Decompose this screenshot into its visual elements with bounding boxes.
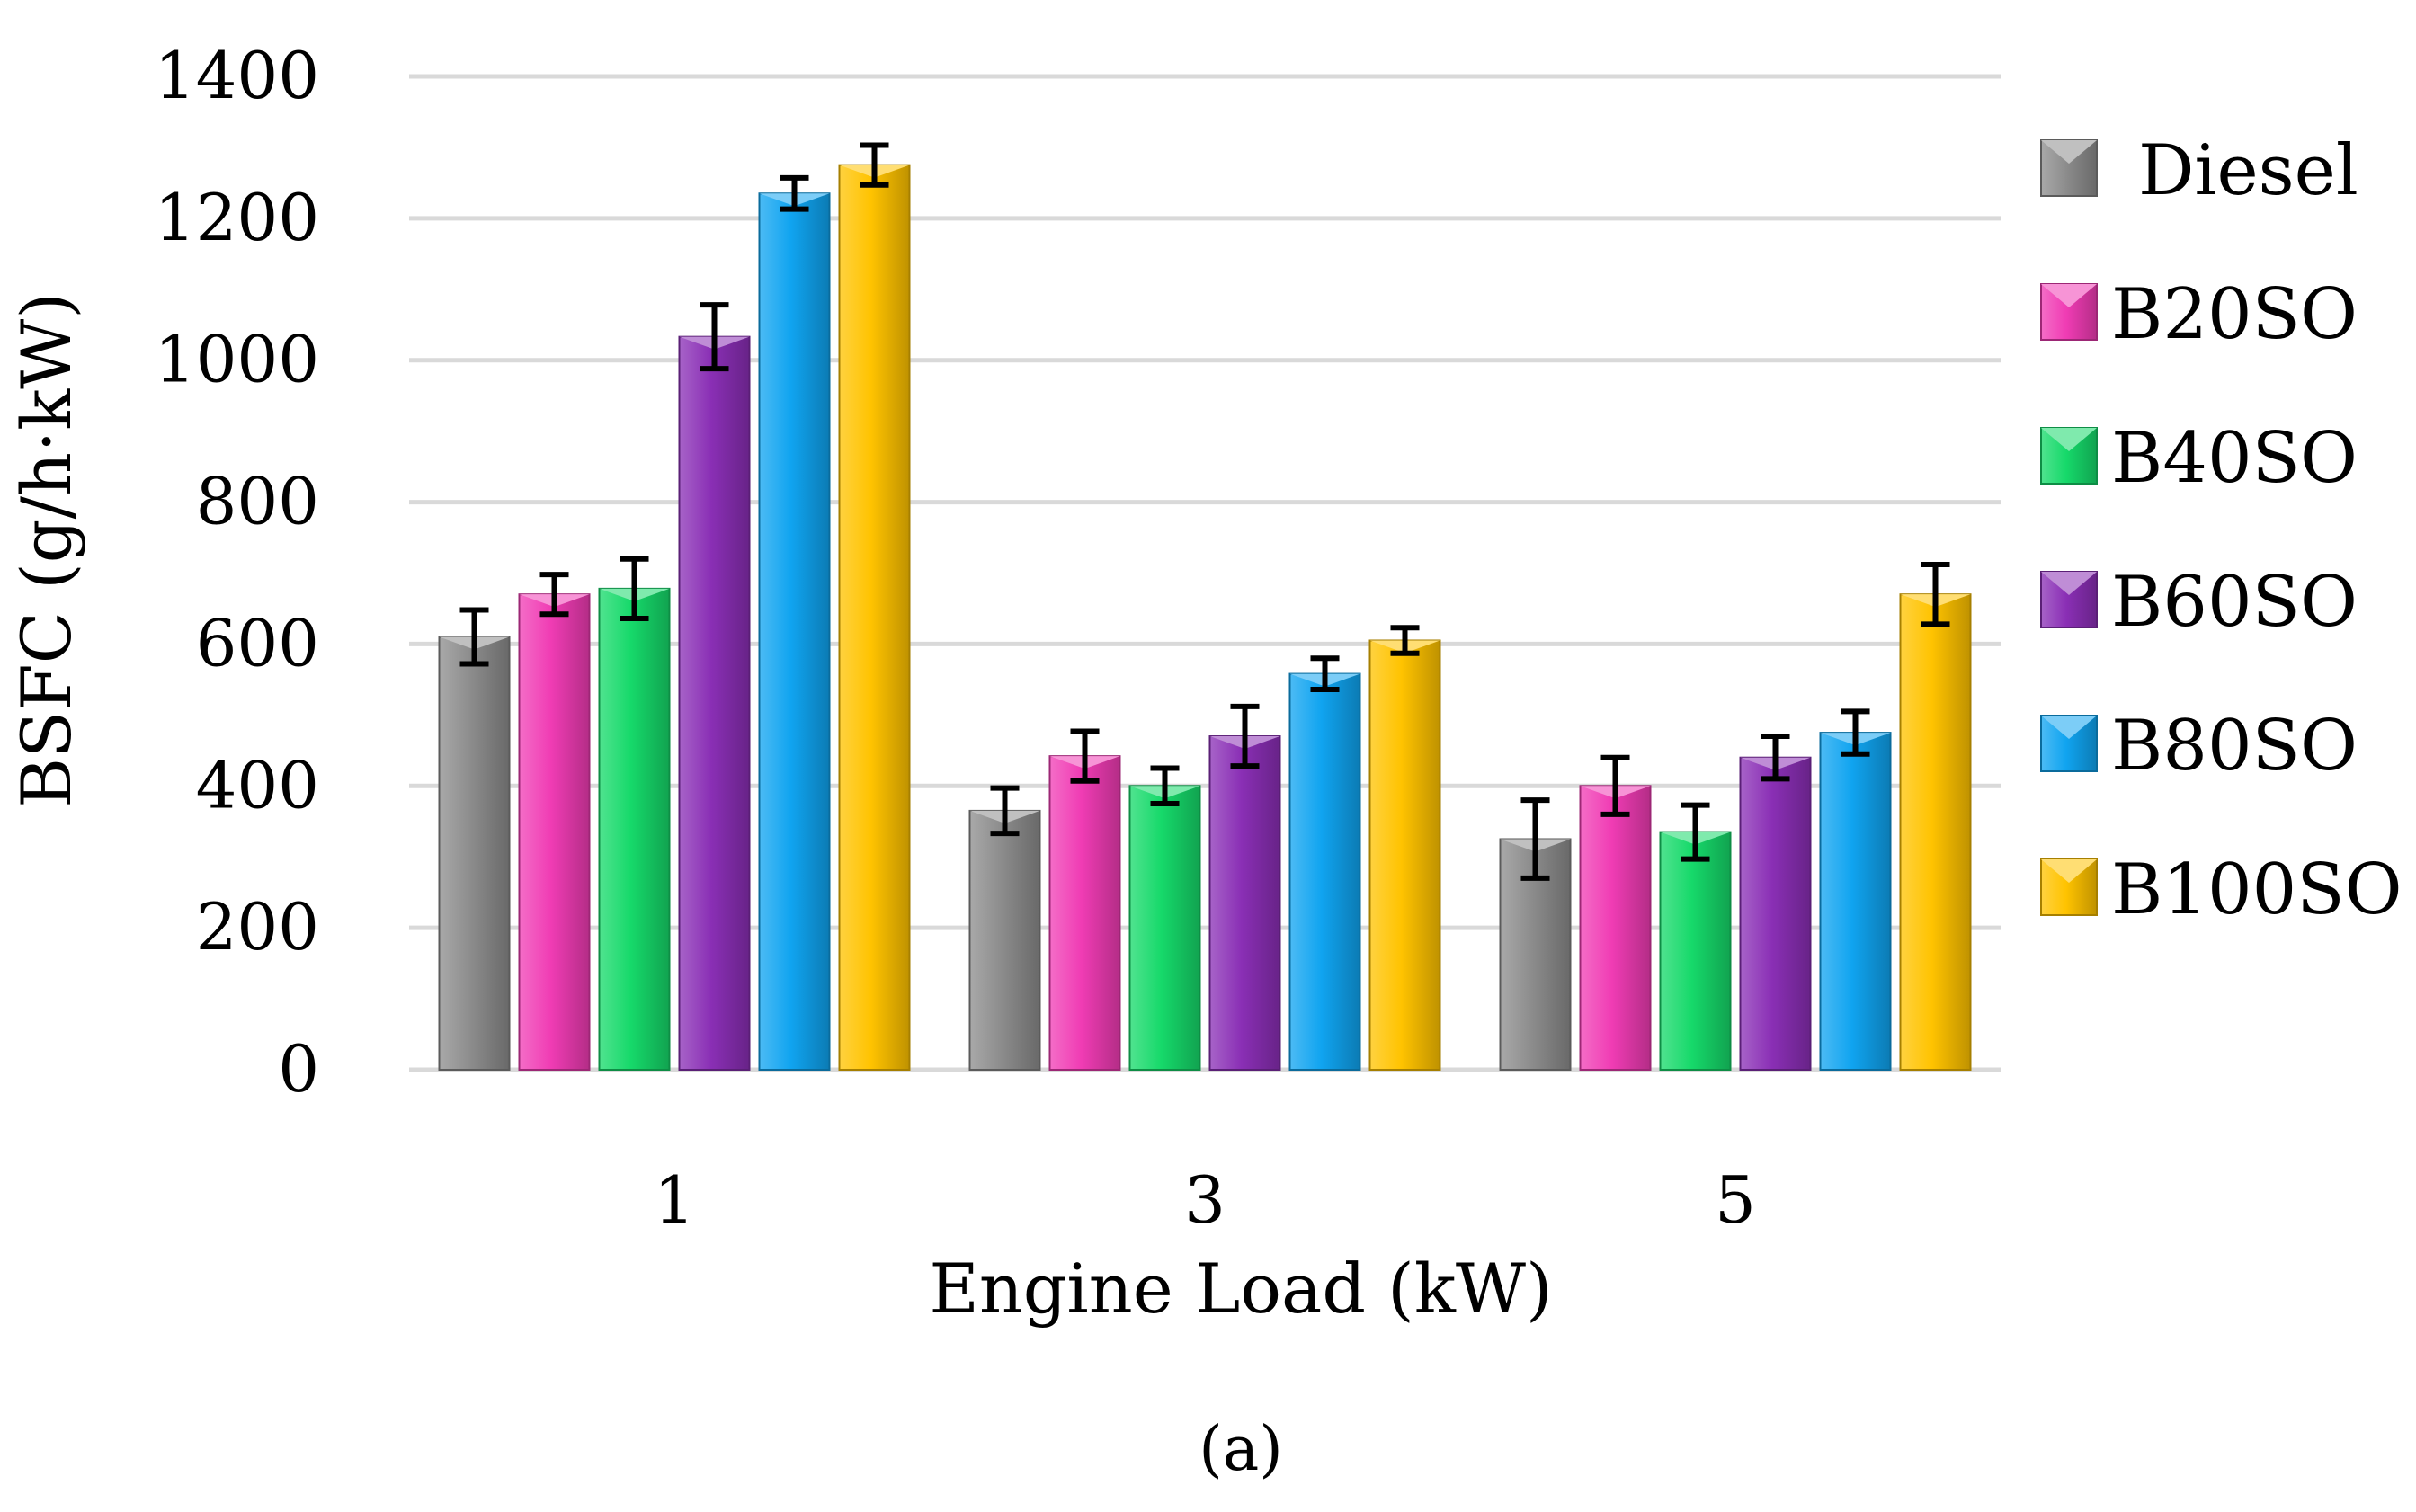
legend-label: B100SO bbox=[2111, 849, 2403, 930]
error-bar bbox=[1841, 708, 1870, 757]
legend-swatch-cap bbox=[2041, 140, 2097, 164]
y-tick-labels: 0 200 400 600 800 1000 1200 1400 bbox=[155, 38, 319, 1107]
x-tick-labels: 1 3 5 bbox=[654, 1162, 1756, 1238]
bar bbox=[1579, 785, 1652, 1071]
bar-b20so-load-1 bbox=[518, 593, 591, 1071]
y-tick-label: 800 bbox=[196, 464, 319, 539]
x-tick-label: 5 bbox=[1715, 1162, 1756, 1238]
gridlines bbox=[409, 74, 2001, 1072]
error-bar bbox=[780, 174, 809, 212]
figure-caption: (a) bbox=[1199, 1414, 1283, 1485]
bar bbox=[1659, 831, 1732, 1071]
bar-diesel-load-1 bbox=[438, 636, 511, 1071]
legend-label: B60SO bbox=[2111, 562, 2358, 643]
bar bbox=[1288, 672, 1361, 1071]
error-bar bbox=[539, 572, 569, 618]
legend-item-b60so: B60SO bbox=[2040, 562, 2358, 643]
bar-b100so-load-3 bbox=[1368, 639, 1441, 1071]
bar-b20so-load-3 bbox=[1048, 755, 1121, 1072]
bar-b60so-load-1 bbox=[678, 335, 751, 1071]
y-tick-label: 0 bbox=[278, 1031, 319, 1107]
error-bar bbox=[459, 607, 489, 667]
legend-swatch-cap bbox=[2041, 284, 2097, 307]
x-tick-label: 1 bbox=[654, 1162, 695, 1238]
error-bar bbox=[860, 142, 889, 188]
error-bar bbox=[1761, 734, 1790, 782]
legend-swatch-cap bbox=[2041, 716, 2097, 739]
bar bbox=[1368, 639, 1441, 1071]
y-tick-label: 600 bbox=[196, 605, 319, 680]
bar bbox=[1819, 732, 1892, 1071]
error-bar bbox=[1681, 802, 1710, 862]
error-bar bbox=[1600, 754, 1630, 817]
bar bbox=[438, 636, 511, 1071]
bar-b40so-load-3 bbox=[1128, 785, 1201, 1071]
y-tick-label: 200 bbox=[196, 889, 319, 965]
y-tick-label: 1000 bbox=[155, 322, 319, 397]
bar-diesel-load-3 bbox=[968, 809, 1041, 1071]
y-tick-label: 1200 bbox=[155, 180, 319, 255]
bar-b80so-load-3 bbox=[1288, 672, 1361, 1071]
error-bar bbox=[700, 302, 729, 372]
legend-item-b80so: B80SO bbox=[2040, 706, 2358, 787]
legend: Diesel B20SO B40SO B60SO B80SO B100SO bbox=[2040, 130, 2403, 930]
bar bbox=[1208, 735, 1281, 1071]
y-tick-label: 400 bbox=[196, 747, 319, 823]
bar-b40so-load-1 bbox=[598, 587, 671, 1071]
legend-swatch-cap bbox=[2041, 428, 2097, 451]
bar bbox=[598, 587, 671, 1071]
bar bbox=[1739, 756, 1812, 1071]
bar-b100so-load-5 bbox=[1899, 593, 1972, 1071]
error-bar bbox=[1310, 655, 1340, 692]
bar-b60so-load-3 bbox=[1208, 735, 1281, 1071]
error-bar bbox=[1150, 765, 1180, 807]
bar-b20so-load-5 bbox=[1579, 785, 1652, 1071]
legend-swatch-cap bbox=[2041, 572, 2097, 595]
error-bar bbox=[1520, 797, 1550, 881]
legend-swatch bbox=[2040, 139, 2098, 197]
bar bbox=[518, 593, 591, 1071]
legend-label: B40SO bbox=[2111, 418, 2358, 499]
bar bbox=[678, 335, 751, 1071]
error-bars-group bbox=[459, 142, 1950, 881]
legend-item-b20so: B20SO bbox=[2040, 274, 2358, 355]
bar bbox=[1899, 593, 1972, 1071]
error-bar bbox=[1921, 562, 1950, 627]
error-bar bbox=[620, 556, 649, 622]
legend-swatch-cap bbox=[2041, 859, 2097, 883]
error-bar bbox=[1070, 728, 1100, 784]
bar bbox=[838, 164, 911, 1072]
legend-label: Diesel bbox=[2138, 130, 2358, 211]
legend-label: B20SO bbox=[2111, 274, 2358, 355]
legend-item-b100so: B100SO bbox=[2040, 849, 2403, 930]
y-tick-label: 1400 bbox=[155, 38, 319, 113]
bar-b100so-load-1 bbox=[838, 164, 911, 1072]
bar-b80so-load-5 bbox=[1819, 732, 1892, 1071]
bar bbox=[758, 192, 831, 1072]
bar bbox=[1128, 785, 1201, 1071]
legend-item-b40so: B40SO bbox=[2040, 418, 2358, 499]
legend-item-diesel: Diesel bbox=[2040, 130, 2358, 211]
bar-b80so-load-1 bbox=[758, 192, 831, 1072]
error-bar bbox=[1230, 703, 1260, 769]
error-bar bbox=[1390, 625, 1420, 656]
bars-group bbox=[438, 164, 1972, 1072]
x-tick-label: 3 bbox=[1184, 1162, 1226, 1238]
bar-b60so-load-5 bbox=[1739, 756, 1812, 1071]
error-bar bbox=[990, 785, 1020, 837]
y-axis-title: BSFC (g/h·kW) bbox=[6, 292, 86, 808]
bar-b40so-load-5 bbox=[1659, 831, 1732, 1071]
legend-label: B80SO bbox=[2111, 706, 2358, 787]
bar bbox=[968, 809, 1041, 1071]
x-axis-title: Engine Load (kW) bbox=[929, 1249, 1552, 1329]
bar bbox=[1048, 755, 1121, 1072]
